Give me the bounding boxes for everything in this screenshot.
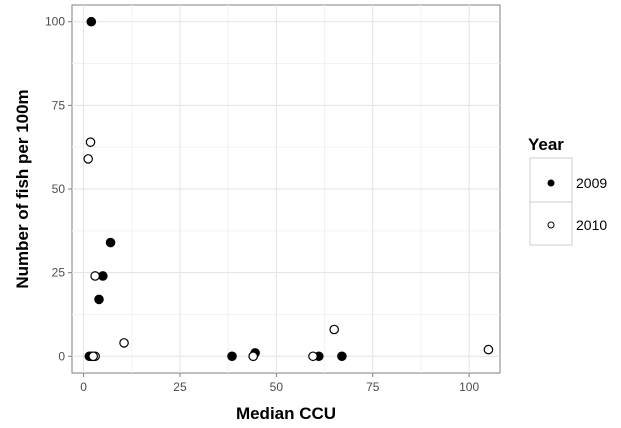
y-tick-label: 0 bbox=[58, 349, 65, 363]
legend-key-2010 bbox=[547, 221, 555, 229]
legend-label-2010: 2010 bbox=[576, 217, 607, 233]
x-axis-title: Median CCU bbox=[236, 404, 336, 423]
point-2009 bbox=[86, 16, 97, 27]
point-2010 bbox=[119, 338, 129, 348]
point-2009 bbox=[94, 294, 104, 305]
point-2010 bbox=[483, 344, 494, 355]
x-tick-label: 75 bbox=[366, 380, 380, 394]
y-tick-label: 75 bbox=[52, 98, 66, 112]
y-tick-label: 100 bbox=[45, 15, 65, 29]
point-2010 bbox=[85, 137, 96, 147]
point-2010 bbox=[83, 154, 93, 164]
point-2010 bbox=[308, 351, 318, 362]
point-2010 bbox=[248, 351, 259, 362]
y-tick-label: 25 bbox=[52, 266, 66, 280]
x-tick-label: 25 bbox=[173, 380, 187, 394]
point-2009 bbox=[105, 237, 116, 248]
axis-ticks: 0 25 50 75 100 0 25 50 75 100 bbox=[45, 15, 480, 394]
point-2010 bbox=[329, 324, 339, 335]
legend-title: Year bbox=[528, 135, 564, 154]
point-2010 bbox=[88, 351, 99, 362]
y-tick-label: 50 bbox=[52, 182, 66, 196]
x-tick-label: 0 bbox=[80, 380, 87, 394]
legend-label-2009: 2009 bbox=[576, 175, 607, 191]
data-points bbox=[83, 16, 494, 362]
point-2010 bbox=[90, 271, 100, 281]
gridlines bbox=[72, 5, 500, 373]
legend-key-2009 bbox=[547, 179, 555, 187]
y-axis-title: Number of fish per 100m bbox=[13, 89, 32, 288]
legend: Year 2009 2010 bbox=[528, 135, 607, 246]
point-2009 bbox=[227, 351, 237, 362]
point-2009 bbox=[337, 351, 347, 362]
x-tick-label: 50 bbox=[270, 380, 284, 394]
x-tick-label: 100 bbox=[459, 380, 479, 394]
